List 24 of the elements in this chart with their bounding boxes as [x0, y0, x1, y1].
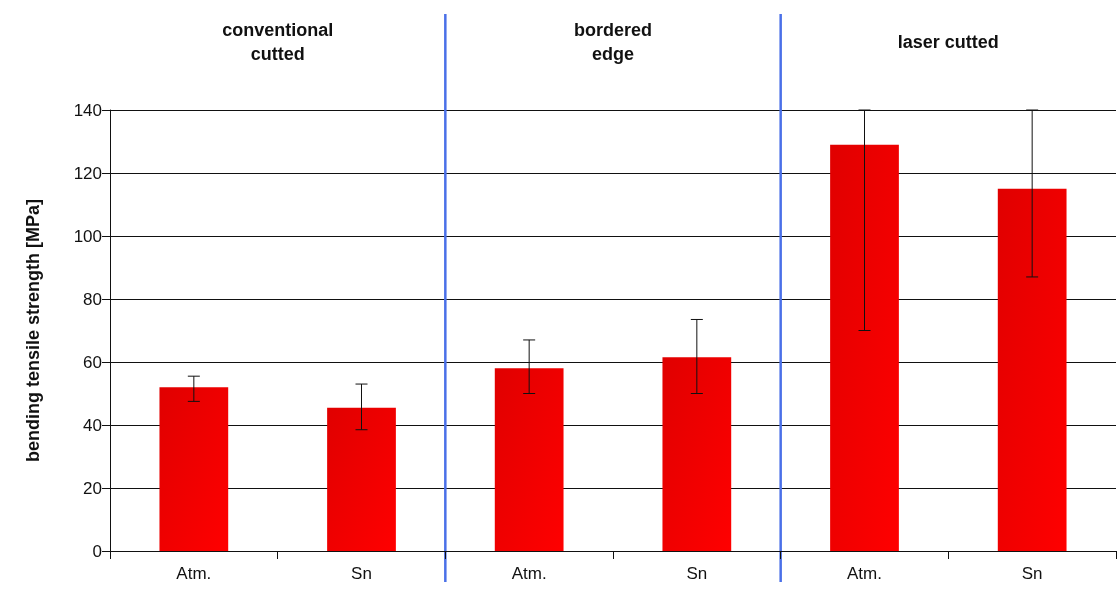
x-tick-label: Atm. — [847, 564, 882, 583]
bar — [662, 357, 732, 551]
bar — [997, 188, 1067, 551]
y-tick-label: 120 — [73, 163, 102, 183]
x-tick-label: Atm. — [176, 564, 212, 583]
y-tick-label: 140 — [73, 100, 102, 120]
bar — [494, 368, 564, 551]
y-tick-label: 20 — [83, 478, 102, 498]
bar — [327, 407, 396, 551]
x-tick-label: Sn — [351, 564, 372, 583]
x-tick-label: Atm. — [511, 564, 547, 583]
text: conventional cutted — [222, 20, 334, 64]
text: bordered edge — [573, 20, 653, 64]
y-tick-label: 0 — [92, 541, 102, 561]
y-tick-label: 100 — [73, 226, 102, 246]
bar — [830, 144, 899, 551]
y-tick-label: 80 — [83, 289, 102, 309]
text: laser cutted — [897, 32, 999, 52]
x-tick-label: Sn — [1021, 564, 1043, 583]
y-tick-label: 40 — [83, 415, 102, 435]
x-tick-label: Sn — [686, 564, 708, 583]
y-tick-label: 60 — [83, 352, 102, 372]
y-axis-title: bending tensile strength [MPa] — [23, 198, 43, 463]
bar — [159, 387, 229, 551]
